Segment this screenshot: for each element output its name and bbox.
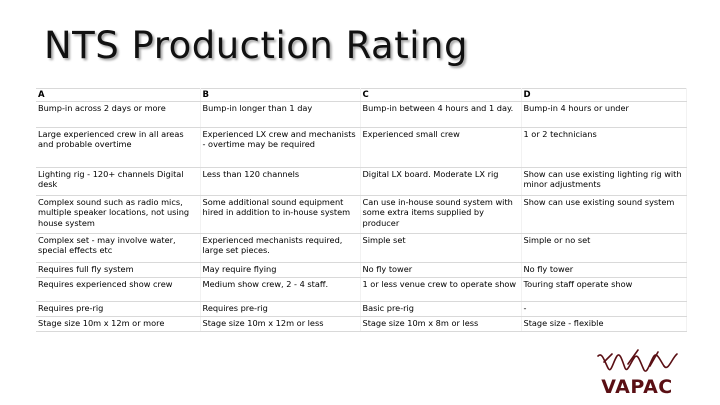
vapac-logo-mark-icon — [597, 349, 678, 372]
table-row: Large experienced crew in all areas and … — [36, 127, 687, 168]
table-cell: Show can use existing sound system — [521, 195, 687, 234]
table-cell: Requires pre-rig — [200, 301, 361, 317]
table-cell: Bump-in across 2 days or more — [36, 101, 201, 128]
rating-table-container: A B C D Bump-in across 2 days or more Bu… — [36, 88, 687, 332]
table-cell: No fly tower — [360, 262, 522, 278]
table-cell: Experienced mechanists required, large s… — [200, 233, 361, 263]
header-a: A — [36, 88, 201, 102]
table-cell: Stage size 10m x 12m or less — [200, 316, 361, 332]
table-cell: 1 or 2 technicians — [521, 127, 687, 168]
table-cell: Simple or no set — [521, 233, 687, 263]
table-cell: 1 or less venue crew to operate show — [360, 277, 522, 302]
table-row: Complex set - may involve water, special… — [36, 233, 687, 263]
table-cell: Experienced small crew — [360, 127, 522, 168]
table-cell: Experienced LX crew and mechanists - ove… — [200, 127, 361, 168]
table-cell: Show can use existing lighting rig with … — [521, 167, 687, 196]
table-cell: May require flying — [200, 262, 361, 278]
table-cell: Stage size 10m x 12m or more — [36, 316, 201, 332]
table-cell: Bump-in between 4 hours and 1 day. — [360, 101, 522, 128]
table-cell: Simple set — [360, 233, 522, 263]
table-cell: Basic pre-rig — [360, 301, 522, 317]
table-row: Requires pre-rig Requires pre-rig Basic … — [36, 301, 687, 317]
table-cell: Lighting rig - 120+ channels Digital des… — [36, 167, 201, 196]
table-cell: Bump-in longer than 1 day — [200, 101, 361, 128]
table-cell: Digital LX board. Moderate LX rig — [360, 167, 522, 196]
table-cell: Touring staff operate show — [521, 277, 687, 302]
table-cell: Requires full fly system — [36, 262, 201, 278]
table-cell: Can use in-house sound system with some … — [360, 195, 522, 234]
table-cell: Bump-in 4 hours or under — [521, 101, 687, 128]
table-cell: - — [521, 301, 687, 317]
slide-title: NTS Production Rating — [44, 24, 468, 67]
table-row: Requires experienced show crew Medium sh… — [36, 277, 687, 302]
table-row: Lighting rig - 120+ channels Digital des… — [36, 167, 687, 196]
table-cell: Medium show crew, 2 - 4 staff. — [200, 277, 361, 302]
table-cell: Stage size - flexible — [521, 316, 687, 332]
logo-text: VAPAC — [601, 376, 673, 398]
table-cell: Large experienced crew in all areas and … — [36, 127, 201, 168]
header-b: B — [200, 88, 361, 102]
table-cell: Requires experienced show crew — [36, 277, 201, 302]
table-row: Requires full fly system May require fly… — [36, 262, 687, 278]
table-cell: Complex set - may involve water, special… — [36, 233, 201, 263]
rating-table: A B C D Bump-in across 2 days or more Bu… — [36, 88, 687, 332]
header-c: C — [360, 88, 522, 102]
table-cell: Less than 120 channels — [200, 167, 361, 196]
table-row: Stage size 10m x 12m or more Stage size … — [36, 316, 687, 332]
table-cell: No fly tower — [521, 262, 687, 278]
table-cell: Complex sound such as radio mics, multip… — [36, 195, 201, 234]
table-row: Bump-in across 2 days or more Bump-in lo… — [36, 101, 687, 128]
table-row: Complex sound such as radio mics, multip… — [36, 195, 687, 234]
table-cell: Stage size 10m x 8m or less — [360, 316, 522, 332]
table-cell: Some additional sound equipment hired in… — [200, 195, 361, 234]
header-row: A B C D — [36, 88, 687, 102]
table-cell: Requires pre-rig — [36, 301, 201, 317]
vapac-logo: VAPAC — [584, 348, 690, 400]
header-d: D — [521, 88, 687, 102]
